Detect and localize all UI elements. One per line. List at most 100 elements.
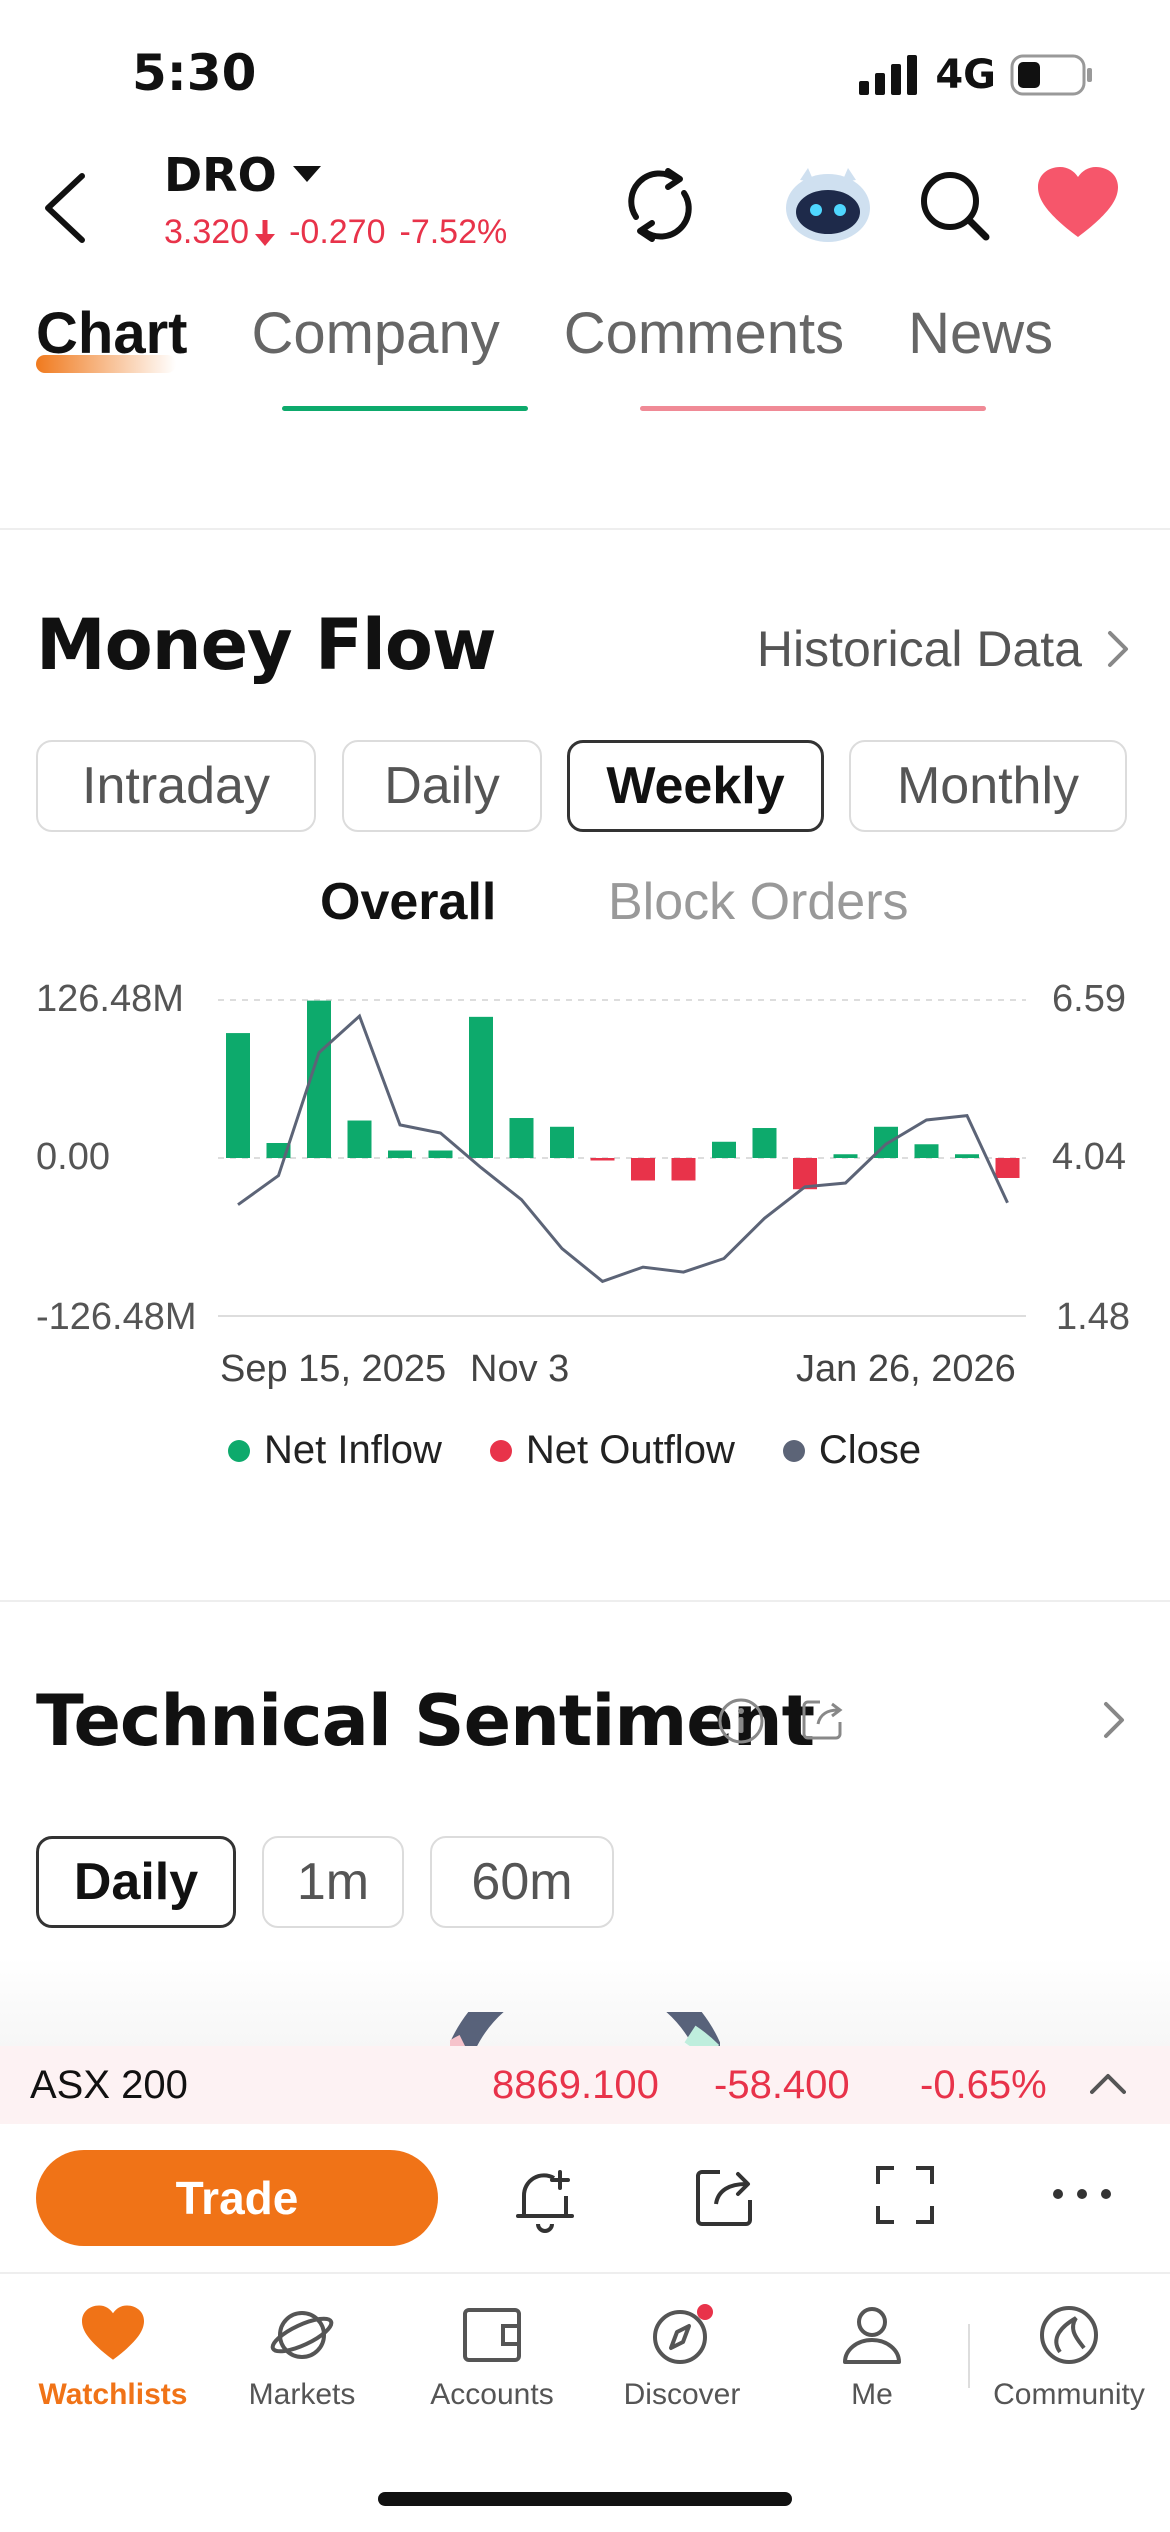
quote-line: 3.320 -0.270 -7.52% bbox=[164, 213, 507, 252]
gauge-area-bg bbox=[0, 1958, 1170, 2048]
chevron-up-icon[interactable] bbox=[1090, 2072, 1126, 2096]
net-inflow-bar bbox=[428, 1150, 453, 1158]
inflow-dot bbox=[228, 1439, 250, 1462]
period-weekly[interactable]: Weekly bbox=[567, 740, 824, 832]
legend-net-inflow-label: Net Inflow bbox=[264, 1428, 442, 1472]
arrow-down-icon bbox=[255, 219, 276, 246]
green-bar bbox=[282, 406, 528, 411]
section-divider bbox=[0, 1600, 1170, 1602]
nav-markets[interactable]: Markets bbox=[207, 2304, 397, 2412]
status-indicators: 4G bbox=[859, 52, 1094, 98]
net-inflow-bar bbox=[347, 1120, 372, 1158]
back-icon[interactable] bbox=[38, 168, 98, 248]
community-icon bbox=[1040, 2306, 1098, 2364]
heart-icon bbox=[82, 2305, 144, 2360]
net-inflow-bar bbox=[914, 1144, 939, 1158]
nav-watchlists-label: Watchlists bbox=[38, 2378, 188, 2411]
compass-icon bbox=[653, 2304, 713, 2364]
net-outflow-bar bbox=[631, 1158, 655, 1181]
period-intraday[interactable]: Intraday bbox=[36, 740, 316, 832]
planet-icon bbox=[270, 2311, 334, 2359]
net-inflow-bar bbox=[509, 1118, 534, 1158]
view-block-orders[interactable]: Block Orders bbox=[608, 873, 909, 931]
search-icon[interactable] bbox=[914, 165, 994, 245]
chevron-right-icon[interactable] bbox=[1102, 1700, 1126, 1740]
share-icon[interactable] bbox=[692, 2164, 758, 2230]
legend-close[interactable]: Close bbox=[782, 1428, 922, 1473]
net-inflow-bar bbox=[833, 1154, 858, 1158]
nav-community[interactable]: Community bbox=[974, 2304, 1164, 2412]
period-monthly[interactable]: Monthly bbox=[849, 740, 1127, 832]
info-icon[interactable] bbox=[716, 1696, 766, 1746]
person-icon bbox=[843, 2307, 901, 2364]
money-flow-title: Money Flow bbox=[36, 604, 497, 686]
home-indicator bbox=[378, 2492, 792, 2506]
net-inflow-bar bbox=[388, 1150, 412, 1158]
historical-data-link[interactable]: Historical Data bbox=[757, 620, 1130, 678]
nav-watchlists[interactable]: Watchlists bbox=[18, 2304, 208, 2412]
x-label-start: Sep 15, 2025 bbox=[220, 1348, 447, 1390]
price-change: -0.270 bbox=[289, 213, 386, 251]
index-name: ASX 200 bbox=[30, 2062, 188, 2107]
net-inflow-bar bbox=[469, 1016, 493, 1158]
nav-accounts[interactable]: Accounts bbox=[397, 2304, 587, 2412]
close-dot bbox=[782, 1439, 805, 1462]
view-overall[interactable]: Overall bbox=[320, 873, 497, 931]
tab-news-label: News bbox=[908, 301, 1054, 366]
technical-sentiment-title: Technical Sentiment bbox=[36, 1680, 815, 1762]
legend-net-outflow[interactable]: Net Outflow bbox=[489, 1428, 735, 1473]
tab-comments-label: Comments bbox=[563, 301, 845, 366]
tab-comments[interactable]: Comments bbox=[564, 300, 844, 367]
net-outflow-bar bbox=[793, 1158, 817, 1190]
index-change-pct: -0.65% bbox=[920, 2062, 1047, 2107]
net-inflow-bar bbox=[226, 1033, 250, 1158]
caret-down-icon bbox=[292, 166, 321, 182]
trade-button[interactable]: Trade bbox=[36, 2150, 438, 2246]
net-inflow-bar bbox=[712, 1141, 736, 1158]
fullscreen-icon[interactable] bbox=[874, 2164, 936, 2226]
ticker-selector[interactable]: DRO bbox=[164, 148, 321, 202]
refresh-icon[interactable] bbox=[620, 165, 700, 245]
more-icon[interactable] bbox=[1050, 2186, 1114, 2202]
tab-company[interactable]: Company bbox=[251, 300, 499, 367]
price-alert-bell-icon[interactable] bbox=[510, 2164, 580, 2234]
tab-company-label: Company bbox=[251, 301, 500, 366]
nav-markets-label: Markets bbox=[248, 2378, 356, 2411]
share-icon[interactable] bbox=[800, 1696, 846, 1742]
net-inflow-bar bbox=[752, 1128, 777, 1158]
historical-data-label: Historical Data bbox=[756, 621, 1082, 677]
legend-close-label: Close bbox=[818, 1428, 922, 1472]
ticker-symbol: DRO bbox=[164, 148, 277, 202]
nav-discover[interactable]: Discover bbox=[587, 2304, 777, 2412]
outflow-dot bbox=[489, 1439, 512, 1462]
status-time: 5:30 bbox=[132, 44, 257, 102]
nav-separator bbox=[968, 2324, 970, 2388]
main-tabs: Chart Company Comments News bbox=[36, 300, 1053, 373]
tab-news[interactable]: News bbox=[908, 300, 1053, 367]
red-bar bbox=[640, 406, 986, 411]
sentiment-period-daily[interactable]: Daily bbox=[36, 1836, 236, 1928]
net-outflow-bar bbox=[671, 1158, 696, 1181]
close-line bbox=[237, 1013, 1009, 1284]
index-ticker-bar[interactable]: ASX 200 8869.100 -58.400 -0.65% bbox=[0, 2046, 1170, 2124]
sentiment-period-1m[interactable]: 1m bbox=[262, 1836, 404, 1928]
chevron-right-icon bbox=[1108, 631, 1128, 667]
bottom-navigation: Watchlists Markets Accounts Discover Me … bbox=[0, 2272, 1170, 2474]
x-label-mid: Nov 3 bbox=[470, 1348, 570, 1390]
net-outflow-bar bbox=[995, 1158, 1020, 1178]
period-daily[interactable]: Daily bbox=[342, 740, 542, 832]
tab-chart[interactable]: Chart bbox=[36, 300, 188, 373]
left-axis-zero: 0.00 bbox=[36, 1136, 110, 1178]
nav-me[interactable]: Me bbox=[777, 2304, 967, 2412]
sentiment-period-60m[interactable]: 60m bbox=[430, 1836, 614, 1928]
legend-net-inflow[interactable]: Net Inflow bbox=[228, 1428, 442, 1473]
last-price: 3.320 bbox=[164, 213, 250, 251]
tab-chart-label: Chart bbox=[36, 301, 188, 366]
favorite-heart-icon[interactable] bbox=[1036, 165, 1120, 245]
net-inflow-bar bbox=[955, 1154, 979, 1158]
assistant-robot-icon[interactable] bbox=[780, 160, 876, 248]
net-inflow-bar bbox=[550, 1126, 574, 1158]
right-axis-bottom: 1.48 bbox=[1056, 1296, 1130, 1338]
left-axis-top: 126.48M bbox=[36, 978, 184, 1020]
nav-me-label: Me bbox=[851, 2378, 893, 2411]
